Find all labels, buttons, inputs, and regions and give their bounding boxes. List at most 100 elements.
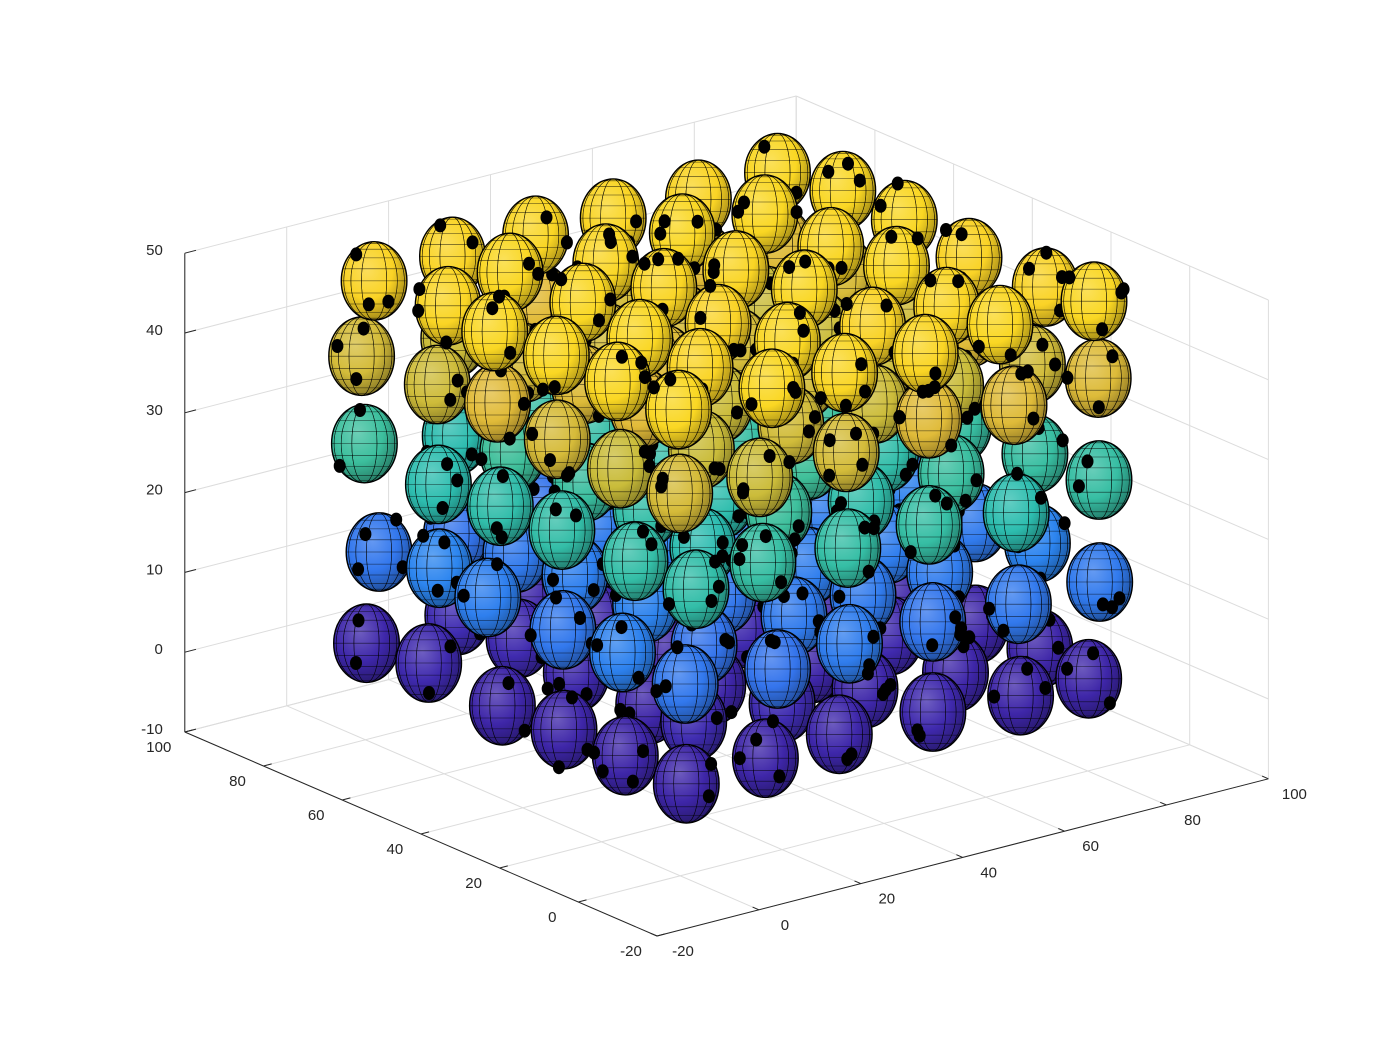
contact-point	[518, 723, 531, 738]
sphere	[330, 403, 398, 484]
contact-point	[732, 204, 745, 219]
contact-point	[790, 205, 803, 220]
contact-point	[626, 774, 639, 789]
sphere	[731, 714, 799, 799]
contact-point	[524, 628, 537, 643]
contact-point	[1052, 640, 1065, 655]
z-tick-label: 20	[146, 482, 163, 499]
sphere	[816, 603, 884, 684]
contact-point	[1113, 591, 1126, 606]
contact-point	[502, 676, 515, 691]
contact-point	[1081, 454, 1094, 469]
sphere	[646, 453, 714, 534]
contact-point	[954, 627, 967, 642]
contact-point	[570, 508, 582, 523]
contact-point	[1021, 661, 1034, 676]
x-tick	[650, 932, 658, 937]
contact-point	[733, 552, 746, 567]
sphere	[662, 549, 730, 630]
contact-point	[797, 323, 810, 338]
contact-point	[856, 457, 869, 472]
contact-point	[758, 139, 771, 154]
contact-point	[664, 372, 677, 387]
x-tick	[1160, 801, 1167, 806]
sphere	[586, 428, 656, 509]
contact-point	[431, 583, 444, 598]
contact-point	[486, 301, 499, 316]
contact-point	[1087, 646, 1100, 661]
contact-point	[536, 382, 549, 397]
contact-point	[988, 689, 1001, 704]
contact-point	[1061, 370, 1074, 385]
contact-point	[1004, 348, 1017, 363]
contact-point	[712, 579, 725, 594]
sphere	[464, 362, 532, 446]
contact-point	[1106, 349, 1119, 364]
contact-point	[643, 459, 656, 473]
z-tick-label: 30	[146, 402, 163, 419]
contact-point	[855, 357, 868, 372]
contact-point	[862, 564, 875, 579]
sphere	[589, 612, 657, 693]
contact-point	[713, 462, 726, 476]
contact-point	[635, 355, 648, 370]
contact-point	[841, 752, 854, 766]
sphere	[345, 512, 413, 592]
contact-point	[645, 537, 658, 552]
contact-point	[587, 583, 600, 598]
contact-point	[940, 496, 953, 511]
x-tick-label: 20	[878, 891, 895, 908]
y-tick	[342, 797, 351, 801]
contact-point	[959, 493, 972, 508]
contact-point	[840, 297, 853, 311]
x-tick-label: 0	[781, 917, 789, 934]
contact-point	[604, 292, 617, 307]
contact-point	[441, 457, 454, 472]
contact-point	[884, 678, 897, 692]
sphere	[588, 715, 659, 796]
y-tick-label: -20	[620, 943, 642, 960]
sphere	[891, 313, 959, 399]
contact-point	[759, 529, 772, 544]
axes	[184, 249, 1269, 937]
contact-point	[904, 545, 917, 560]
contact-point	[705, 757, 718, 771]
y-tick-label: 80	[229, 773, 246, 790]
sphere	[645, 369, 713, 450]
z-tick-label: 50	[146, 242, 163, 259]
sphere	[1065, 440, 1133, 520]
contact-point	[911, 231, 924, 246]
contact-point	[1096, 322, 1109, 337]
contact-point	[354, 403, 366, 417]
sphere	[814, 508, 882, 588]
sphere	[530, 689, 598, 775]
contact-point	[475, 452, 488, 467]
x-tick-label: 40	[980, 864, 997, 881]
contact-point	[540, 210, 553, 225]
contact-point	[929, 488, 942, 503]
contact-point	[638, 256, 651, 271]
y-tick	[656, 933, 666, 937]
contact-point	[1036, 337, 1049, 352]
sphere	[1066, 542, 1134, 622]
sphere-layer	[328, 132, 1134, 824]
contact-point	[672, 251, 685, 266]
contact-point	[1011, 466, 1024, 481]
contact-point	[496, 469, 509, 484]
y-tick	[263, 763, 272, 767]
contact-point	[655, 479, 668, 494]
contact-point	[710, 711, 723, 726]
z-tick	[184, 249, 197, 254]
sphere	[744, 629, 812, 709]
z-tick-label: -10	[141, 721, 163, 738]
contact-point	[733, 751, 746, 766]
contact-point	[1049, 357, 1062, 372]
contact-point	[913, 728, 926, 743]
contact-point	[566, 690, 578, 705]
contact-point	[799, 254, 812, 269]
sphere	[333, 603, 401, 684]
contact-point	[413, 282, 426, 297]
contact-point	[436, 501, 449, 515]
